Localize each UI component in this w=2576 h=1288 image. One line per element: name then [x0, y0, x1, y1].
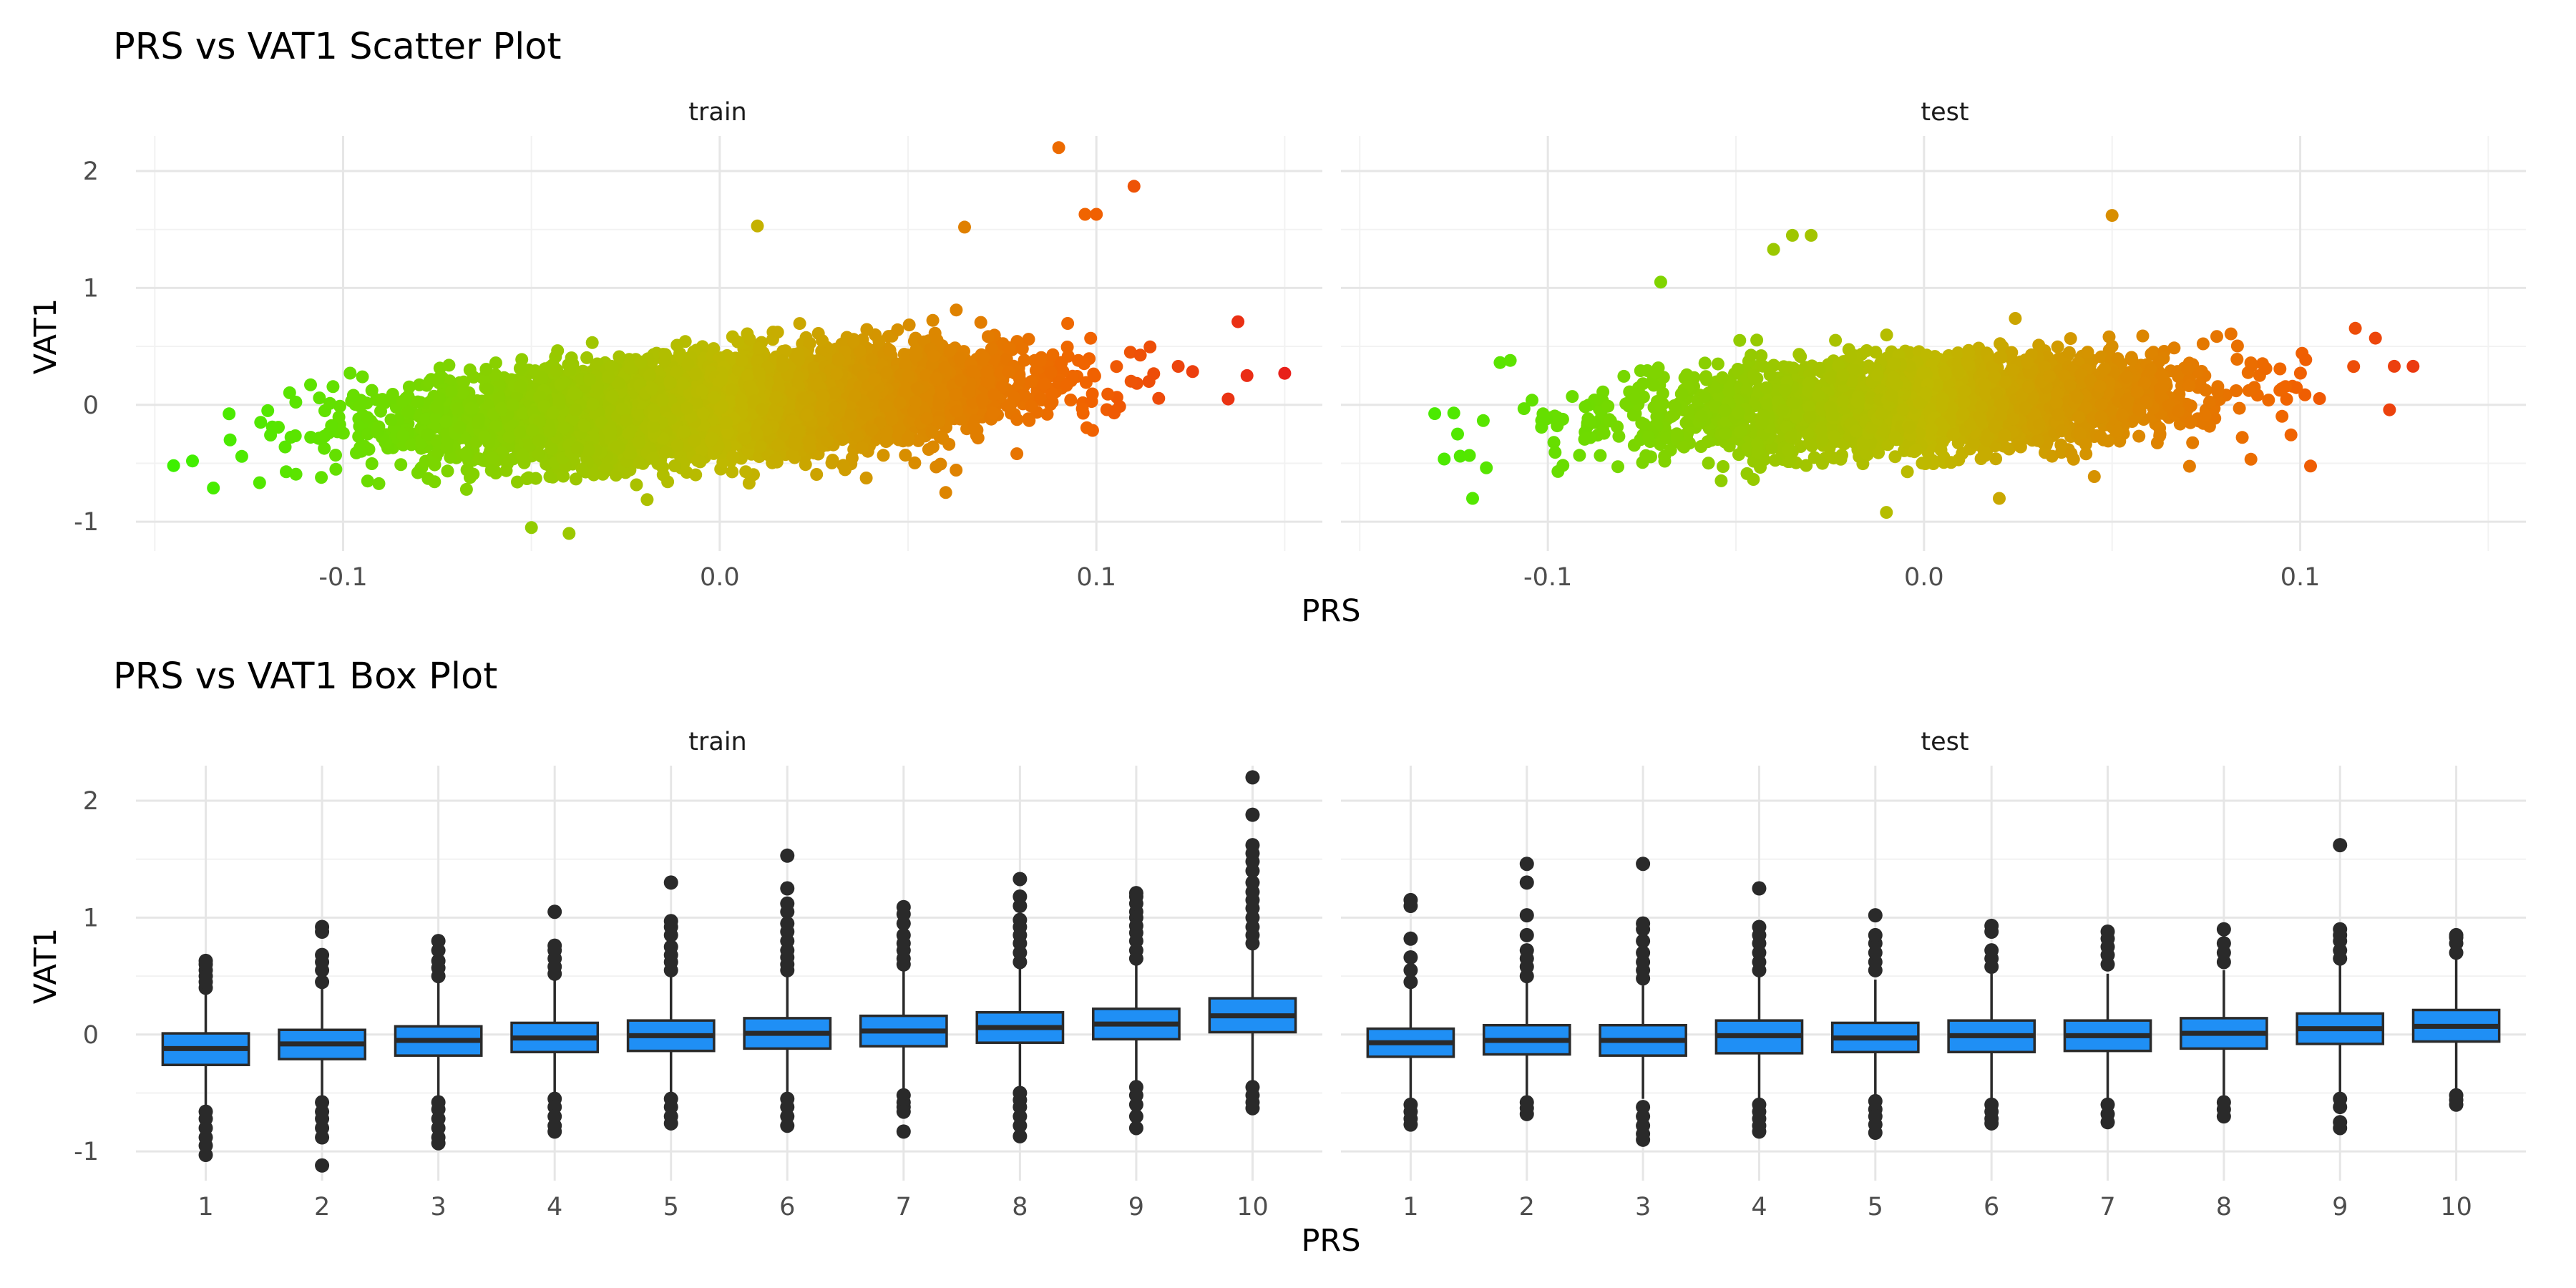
scatter-point	[235, 449, 248, 463]
scatter-point	[771, 326, 784, 339]
scatter-point	[402, 380, 416, 394]
scatter-point	[1022, 333, 1035, 346]
scatter-point	[1152, 391, 1166, 405]
scatter-point	[1040, 407, 1054, 421]
scatter-point	[1143, 340, 1157, 353]
scatter-point	[769, 453, 783, 467]
scatter-point	[442, 358, 456, 372]
scatter-point	[1025, 375, 1038, 389]
scatter-point	[484, 464, 498, 477]
scatter-point	[726, 465, 739, 479]
scatter-point	[630, 478, 643, 492]
scatter-point	[726, 450, 740, 464]
scatter-point	[908, 456, 922, 469]
scatter-point	[428, 475, 441, 489]
scatter-point	[810, 468, 824, 481]
scatter-point	[1085, 387, 1099, 401]
scatter-point	[254, 416, 268, 429]
scatter-point	[346, 389, 360, 402]
scatter-point	[329, 462, 343, 476]
scatter-point	[859, 472, 873, 484]
scatter-point	[1025, 399, 1038, 413]
scatter-point	[670, 338, 684, 352]
scatter-point	[1064, 394, 1078, 406]
scatter-point	[325, 419, 338, 432]
scatter-point	[658, 348, 672, 361]
scatter-point	[288, 429, 302, 442]
scatter-point	[551, 344, 565, 358]
scatter-point	[640, 493, 654, 507]
scatter-strip-train: train	[688, 98, 746, 127]
scatter-point	[1023, 414, 1036, 427]
scatter-point	[1010, 447, 1024, 461]
scatter-point	[926, 313, 940, 327]
scatter-point	[356, 370, 369, 384]
scatter-point	[472, 452, 486, 466]
scatter-point	[926, 440, 940, 454]
scatter-plot-title: PRS vs VAT1 Scatter Plot	[113, 26, 561, 68]
scatter-point	[1010, 413, 1024, 426]
scatter-point	[689, 468, 703, 482]
scatter-point	[326, 380, 340, 394]
scatter-point	[467, 467, 480, 481]
scatter-point	[585, 336, 599, 349]
scatter-point	[280, 465, 293, 479]
scatter-point	[361, 474, 374, 488]
scatter-point	[459, 482, 473, 496]
scatter-point	[1044, 398, 1057, 411]
scatter-point	[950, 464, 963, 477]
scatter-point	[1108, 405, 1121, 418]
scatter-point	[825, 456, 839, 469]
scatter-point	[1171, 360, 1185, 373]
scatter-point	[950, 303, 963, 317]
scatter-point	[289, 396, 303, 409]
scatter-point	[1075, 402, 1089, 416]
scatter-point	[1124, 374, 1138, 388]
scatter-point	[304, 378, 317, 391]
scatter-point	[372, 477, 386, 490]
scatter-point	[394, 458, 408, 472]
scatter-point	[877, 449, 890, 462]
scatter-point	[1123, 346, 1137, 359]
scatter-point	[930, 460, 943, 474]
scatter-strip-test: test	[1921, 98, 1968, 127]
scatter-point	[1088, 369, 1101, 383]
scatter-point	[793, 317, 806, 331]
scatter-point	[1186, 365, 1199, 379]
scatter-point	[1015, 342, 1029, 356]
scatter-point	[253, 476, 266, 489]
scatter-point	[1231, 315, 1245, 328]
scatter-point	[313, 391, 326, 405]
scatter-point	[289, 467, 303, 481]
scatter-point	[365, 457, 379, 470]
scatter-point	[1002, 341, 1016, 354]
scatter-point	[580, 351, 594, 364]
scatter-point	[1147, 367, 1161, 381]
scatter-point	[974, 316, 987, 329]
scatter-point	[1084, 331, 1098, 345]
scatter-point	[365, 384, 379, 397]
scatter-point	[902, 318, 916, 332]
scatter-point	[1065, 369, 1079, 383]
scatter-point	[543, 470, 557, 483]
scatter-point	[315, 471, 328, 484]
scatter-point	[899, 449, 912, 462]
scatter-point	[1101, 387, 1115, 401]
scatter-point	[1110, 360, 1123, 374]
scatter-point	[350, 446, 363, 459]
scatter-point	[1080, 421, 1093, 434]
scatter-point	[1060, 341, 1074, 353]
scatter-point	[693, 455, 707, 469]
scatter-point	[522, 471, 535, 484]
scatter-point	[836, 459, 850, 472]
scatter-point	[329, 449, 342, 462]
scatter-point	[1061, 317, 1075, 330]
scatter-point	[545, 442, 558, 456]
